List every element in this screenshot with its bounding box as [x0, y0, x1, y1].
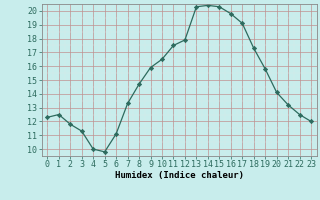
X-axis label: Humidex (Indice chaleur): Humidex (Indice chaleur)	[115, 171, 244, 180]
